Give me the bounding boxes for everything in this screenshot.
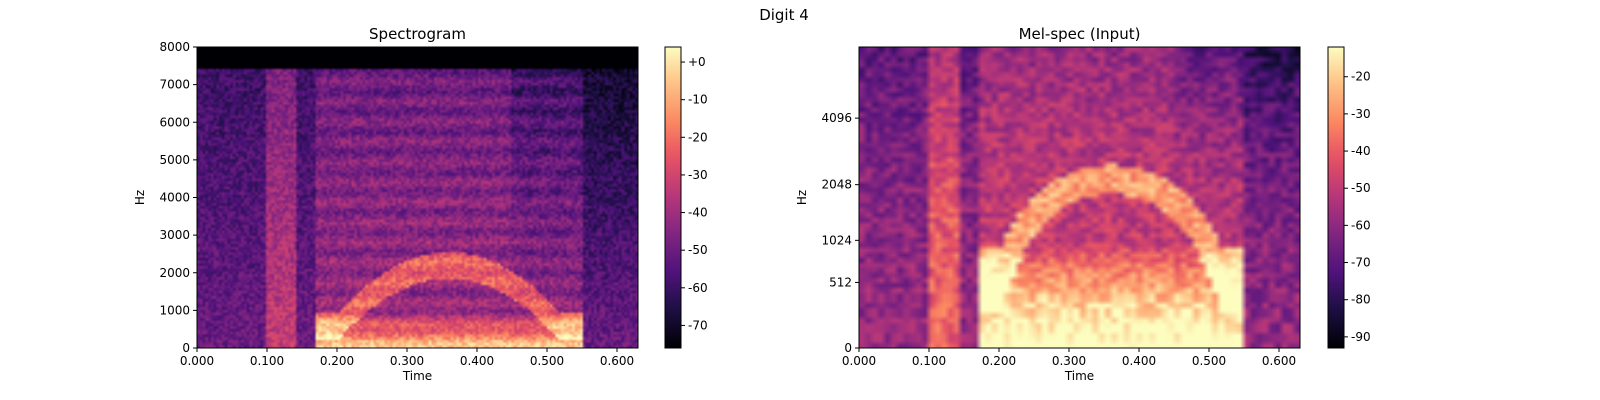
colorbar-tick-label: -30: [1351, 107, 1371, 121]
colorbar-tick-label: -50: [1351, 181, 1371, 195]
y-axis-label: Hz: [133, 190, 147, 205]
y-tick-label: 2000: [159, 266, 190, 280]
plot-frame: [858, 46, 1301, 349]
colorbar: [1327, 46, 1345, 349]
colorbar-tick-label: -50: [688, 243, 708, 257]
x-tick-label: 0.000: [180, 354, 214, 368]
y-tick-label: 0: [844, 341, 852, 355]
colorbar-tick-label: -60: [688, 281, 708, 295]
x-tick-label: 0.300: [390, 354, 424, 368]
x-tick-label: 0.400: [460, 354, 494, 368]
colorbar-tick-label: -30: [688, 168, 708, 182]
y-tick-label: 2048: [821, 178, 852, 192]
heatmap-image: [197, 47, 638, 348]
y-tick-label: 7000: [159, 78, 190, 92]
x-axis-label: Time: [402, 369, 432, 383]
colorbar-tick-label: -90: [1351, 330, 1371, 344]
colorbar-tick-label: -10: [688, 93, 708, 107]
colorbar-tick-label: -20: [688, 130, 708, 144]
x-tick-label: 0.000: [842, 354, 876, 368]
y-tick-label: 4096: [821, 111, 852, 125]
y-tick-label: 0: [182, 341, 190, 355]
colorbar-tick-label: -70: [688, 318, 708, 332]
y-tick-label: 5000: [159, 153, 190, 167]
colorbar-tick-label: -60: [1351, 218, 1371, 232]
y-tick-label: 512: [829, 275, 852, 289]
x-tick-label: 0.100: [912, 354, 946, 368]
x-axis-label: Time: [1064, 369, 1094, 383]
x-tick-label: 0.600: [1262, 354, 1296, 368]
colorbar: [664, 46, 682, 349]
x-tick-label: 0.400: [1122, 354, 1156, 368]
colorbar-tick-label: -80: [1351, 293, 1371, 307]
y-tick-label: 1000: [159, 303, 190, 317]
colorbar-tick-label: -70: [1351, 256, 1371, 270]
y-axis-label: Hz: [795, 190, 809, 205]
x-tick-label: 0.500: [1192, 354, 1226, 368]
y-tick-label: 4000: [159, 191, 190, 205]
colorbar-tick-label: +0: [688, 55, 706, 69]
chart-1: Spectrogram 0.000 0.100 0.200 0.300 0.400 0.50…: [133, 25, 708, 383]
x-tick-label: 0.200: [320, 354, 354, 368]
chart-title: Spectrogram: [369, 25, 466, 43]
y-tick-label: 8000: [159, 40, 190, 54]
colorbar-tick-label: -40: [688, 206, 708, 220]
colorbar-tick-label: -20: [1351, 70, 1371, 84]
y-tick-label: 1024: [821, 233, 852, 247]
x-tick-label: 0.100: [250, 354, 284, 368]
chart-title: Mel-spec (Input): [1019, 25, 1141, 43]
x-tick-label: 0.500: [530, 354, 564, 368]
y-tick-label: 6000: [159, 115, 190, 129]
x-tick-label: 0.300: [1052, 354, 1086, 368]
x-tick-label: 0.600: [600, 354, 634, 368]
figure-title: Digit 4: [759, 6, 809, 24]
chart-2: Mel-spec (Input) 0.000 0.100 0.200 0.300 0.40…: [795, 25, 1371, 383]
colorbar-tick-label: -40: [1351, 144, 1371, 158]
heatmap-image: [859, 47, 1300, 348]
x-tick-label: 0.200: [982, 354, 1016, 368]
y-tick-label: 3000: [159, 228, 190, 242]
